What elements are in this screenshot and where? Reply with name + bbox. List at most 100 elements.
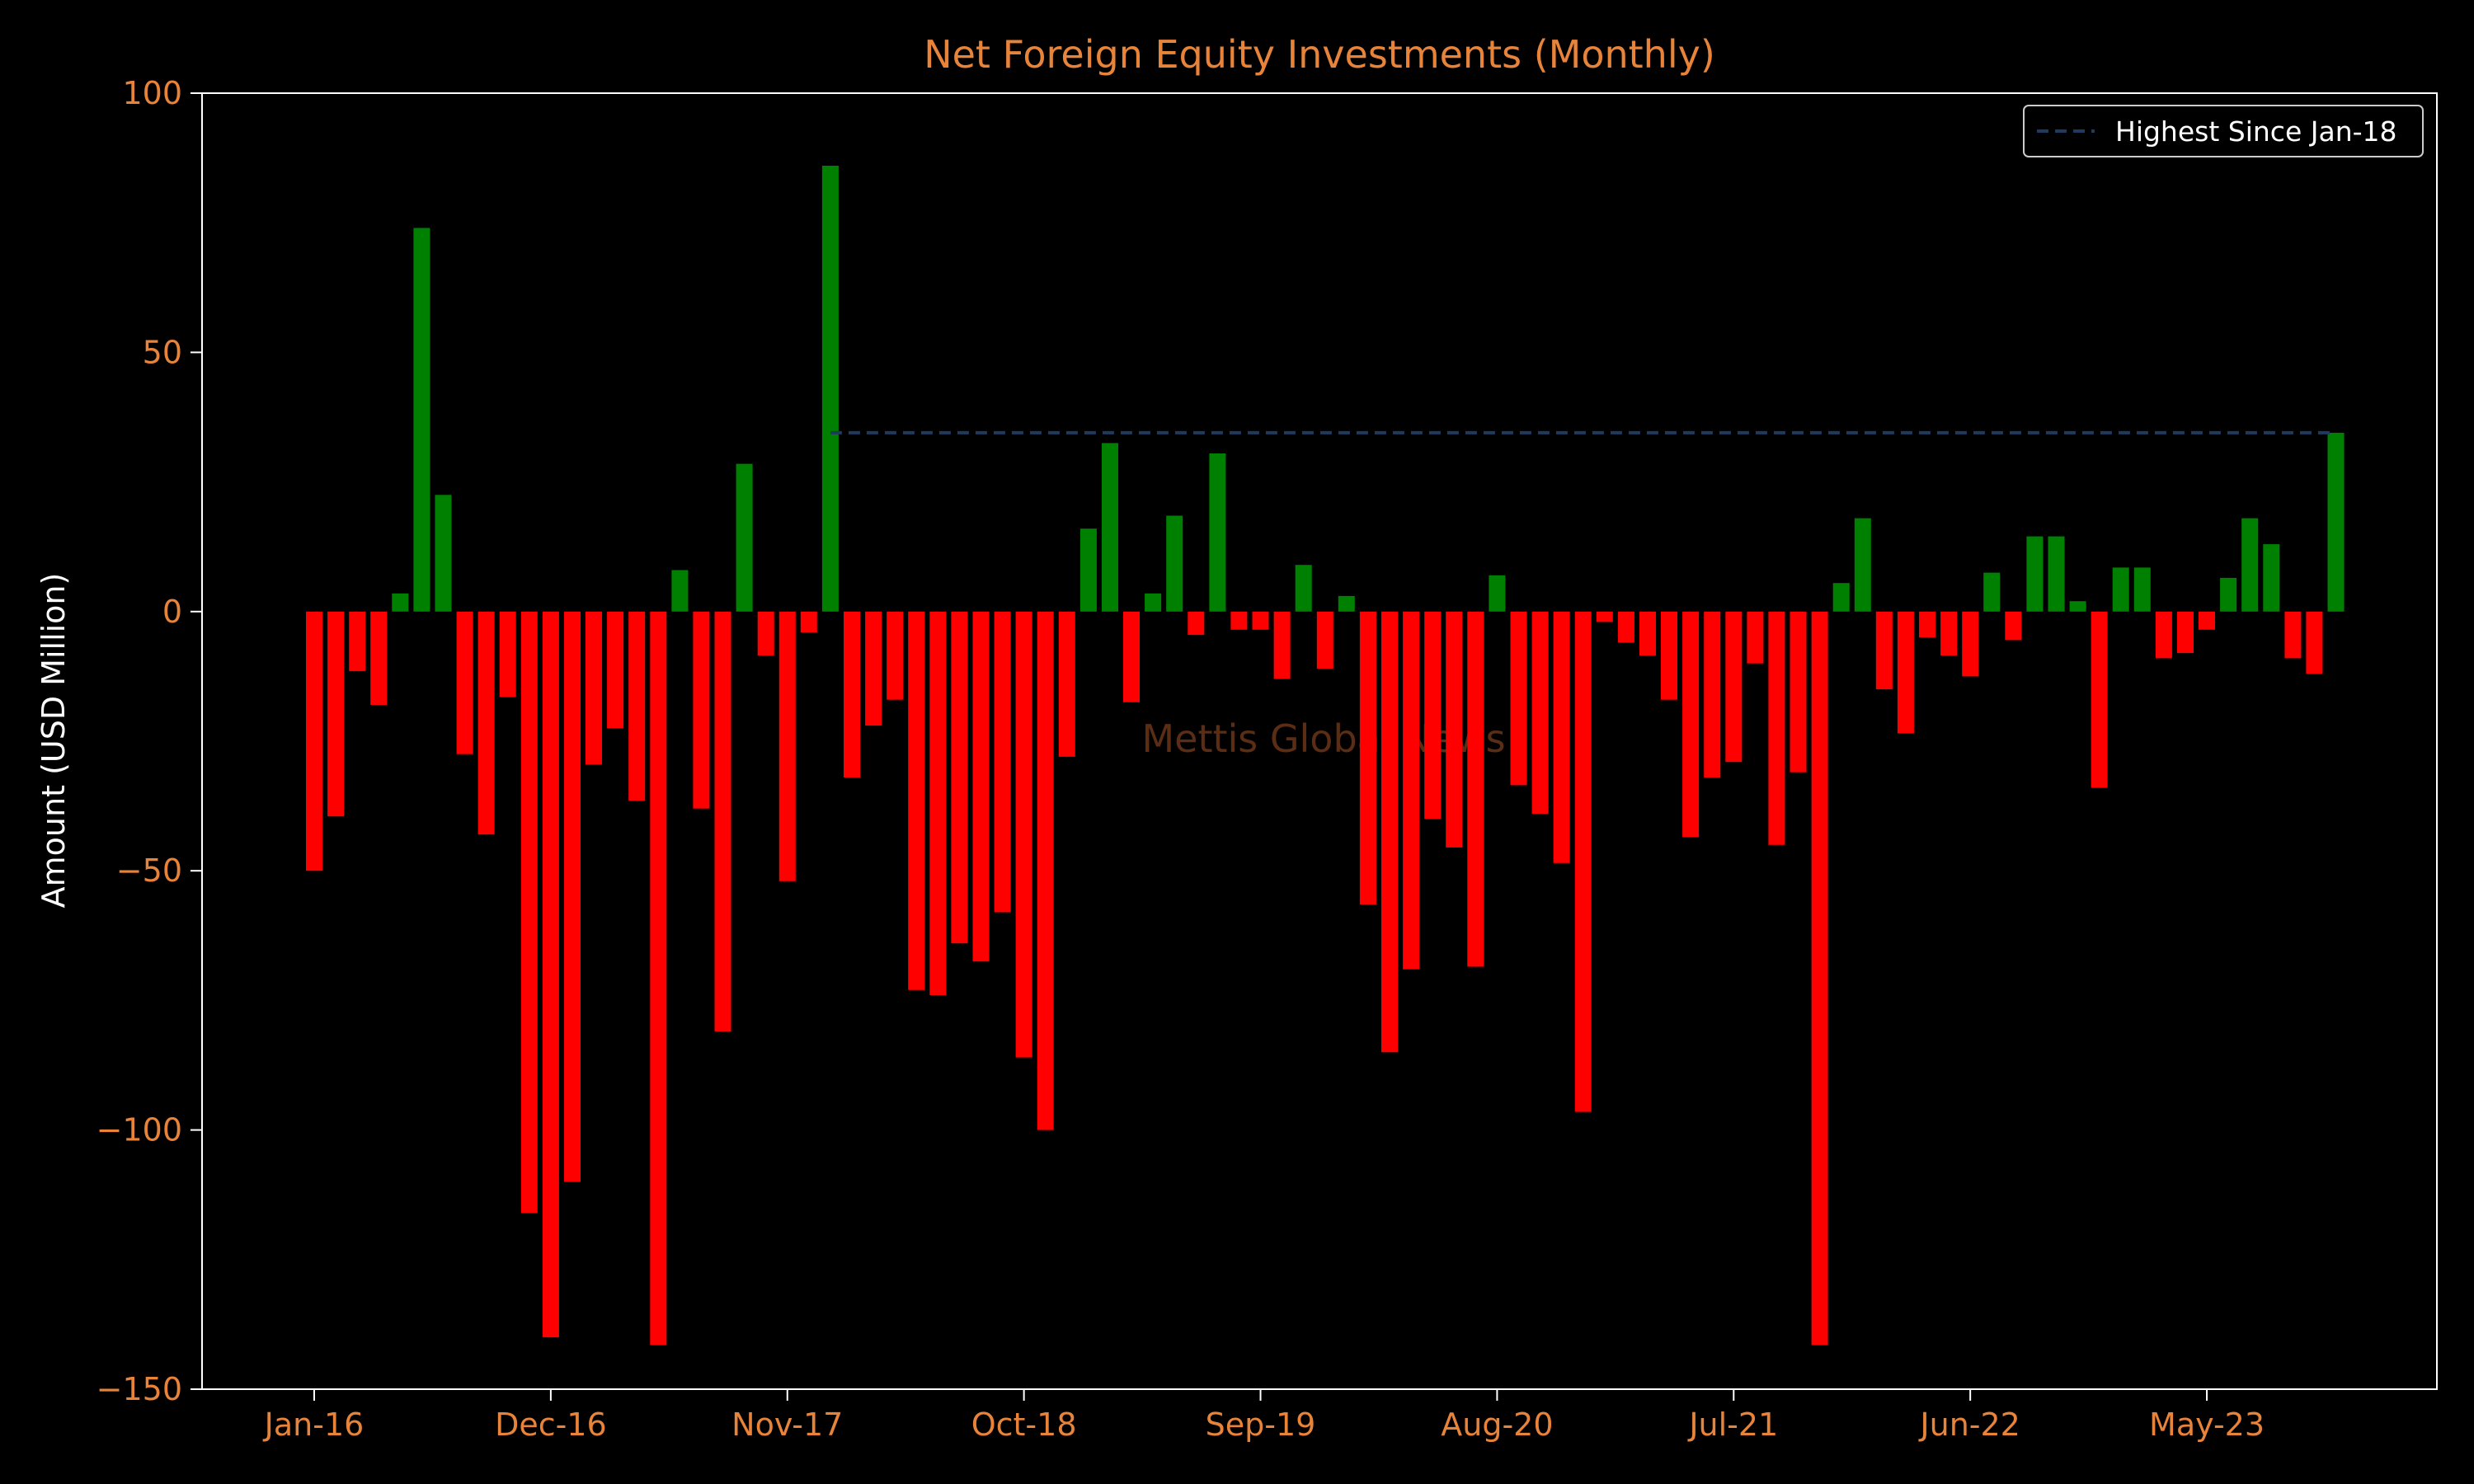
bar bbox=[1079, 528, 1097, 612]
chart-title: Net Foreign Equity Investments (Monthly) bbox=[924, 32, 1715, 77]
bar bbox=[887, 611, 904, 700]
bar bbox=[435, 495, 452, 612]
bar bbox=[1489, 575, 1506, 612]
x-tick-label: Nov-17 bbox=[731, 1407, 843, 1443]
bar bbox=[650, 611, 667, 1345]
plot-frame bbox=[201, 92, 2438, 1390]
bar bbox=[1790, 611, 1807, 773]
bar bbox=[1273, 611, 1291, 679]
bar bbox=[951, 611, 968, 944]
bar bbox=[714, 611, 731, 1032]
x-tick-label: Jun-22 bbox=[1918, 1407, 2020, 1443]
bar bbox=[1983, 572, 2001, 612]
bar bbox=[1897, 611, 1914, 734]
bar bbox=[628, 611, 646, 801]
bar bbox=[1295, 565, 1312, 612]
bar bbox=[607, 611, 624, 729]
legend-label: Highest Since Jan-18 bbox=[2115, 115, 2397, 148]
bar bbox=[1166, 515, 1183, 612]
bar bbox=[1316, 611, 1333, 669]
bar bbox=[972, 611, 990, 962]
bar bbox=[821, 166, 839, 612]
bar bbox=[1596, 611, 1613, 622]
bar bbox=[392, 593, 409, 612]
x-tick-label: Jan-16 bbox=[263, 1407, 365, 1443]
bar bbox=[1962, 611, 1979, 677]
bar bbox=[929, 611, 947, 996]
bar bbox=[1875, 611, 1893, 690]
bar bbox=[1424, 611, 1442, 819]
bar bbox=[1467, 611, 1484, 967]
bar bbox=[1230, 611, 1248, 630]
bar bbox=[1531, 611, 1549, 814]
bar bbox=[1037, 611, 1054, 1130]
bar bbox=[1510, 611, 1527, 786]
bar bbox=[1553, 611, 1570, 863]
bar bbox=[1617, 611, 1634, 643]
bar bbox=[327, 611, 345, 817]
bar bbox=[2048, 536, 2065, 612]
bar bbox=[736, 463, 753, 612]
bar bbox=[1403, 611, 1420, 970]
bar bbox=[1768, 611, 1785, 845]
bar bbox=[865, 611, 882, 726]
x-tick-label: Aug-20 bbox=[1441, 1407, 1553, 1443]
bar bbox=[1704, 611, 1721, 777]
bar bbox=[2327, 432, 2345, 612]
bar bbox=[671, 570, 689, 612]
watermark: Mettis Global News bbox=[1141, 716, 1505, 761]
y-tick-label: 0 bbox=[162, 594, 182, 630]
bar bbox=[2069, 601, 2086, 612]
bar bbox=[800, 611, 817, 632]
y-tick-label: −100 bbox=[96, 1112, 182, 1148]
bar bbox=[1359, 611, 1376, 905]
bar bbox=[844, 611, 860, 777]
bar bbox=[456, 611, 473, 754]
bar bbox=[2026, 536, 2044, 612]
y-tick-label: 50 bbox=[143, 334, 182, 370]
bar bbox=[586, 611, 602, 765]
bar bbox=[1682, 611, 1700, 838]
bar bbox=[306, 611, 322, 871]
bar bbox=[499, 611, 516, 697]
bar bbox=[1854, 518, 1871, 612]
bar bbox=[413, 228, 430, 612]
bar bbox=[1574, 611, 1592, 1112]
bar bbox=[2284, 611, 2302, 659]
bar bbox=[1123, 611, 1140, 702]
x-tick-label: Dec-16 bbox=[495, 1407, 607, 1443]
bar bbox=[1747, 611, 1764, 664]
bar bbox=[1058, 611, 1075, 757]
bar bbox=[2306, 611, 2323, 674]
bar bbox=[2199, 611, 2215, 630]
bar bbox=[693, 611, 710, 809]
bar bbox=[778, 611, 796, 881]
bar bbox=[2112, 567, 2129, 612]
bar bbox=[1209, 453, 1226, 612]
bar bbox=[994, 611, 1011, 913]
bar bbox=[1015, 611, 1032, 1058]
bar bbox=[1338, 595, 1355, 612]
bar bbox=[370, 611, 388, 705]
legend-box bbox=[2023, 105, 2424, 157]
x-tick-label: Jul-21 bbox=[1687, 1407, 1778, 1443]
bar bbox=[542, 611, 559, 1338]
bar bbox=[757, 611, 774, 656]
bar bbox=[349, 611, 366, 672]
legend: Highest Since Jan-18 bbox=[2023, 105, 2424, 157]
bar bbox=[1940, 611, 1958, 656]
bar bbox=[2133, 567, 2151, 612]
bar bbox=[2155, 611, 2172, 659]
bar bbox=[1919, 611, 1935, 638]
bar bbox=[1639, 611, 1656, 656]
bar bbox=[2220, 577, 2237, 612]
bar bbox=[477, 611, 495, 835]
bar bbox=[1725, 611, 1743, 763]
x-tick-label: May-23 bbox=[2149, 1407, 2265, 1443]
bars-group bbox=[306, 166, 2345, 1345]
bar bbox=[1145, 593, 1162, 612]
y-tick-label: −50 bbox=[116, 852, 182, 889]
y-axis-ticks: −150 −100 −50 0 50 100 bbox=[96, 75, 202, 1407]
